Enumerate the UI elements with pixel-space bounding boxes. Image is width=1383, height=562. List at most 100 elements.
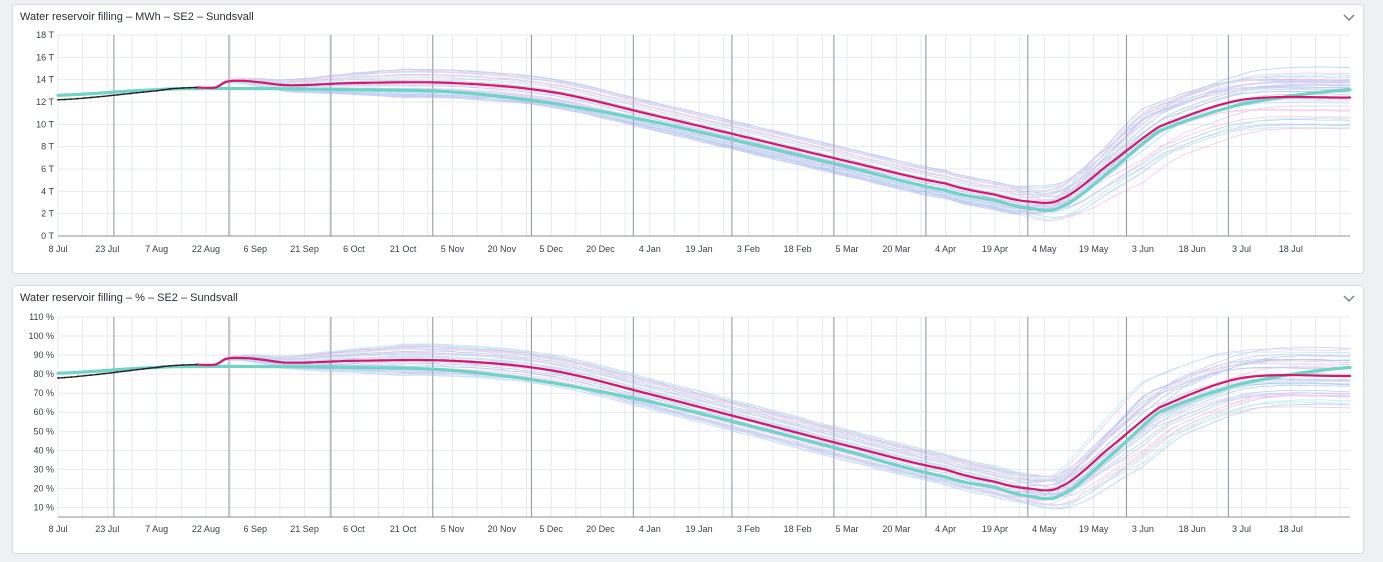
- actual-point: [109, 94, 112, 97]
- actual-point: [175, 364, 178, 367]
- x-tick-label: 5 Dec: [539, 524, 563, 534]
- scenario-line: [205, 359, 1351, 510]
- actual-point: [76, 375, 79, 378]
- x-tick-label: 20 Nov: [488, 244, 517, 254]
- x-tick-label: 3 Jun: [1132, 524, 1154, 534]
- actual-point: [57, 98, 59, 101]
- actual-point: [182, 87, 184, 89]
- actual-point: [162, 88, 165, 91]
- y-tick-label: 100 %: [28, 331, 54, 341]
- x-tick-label: 3 Jun: [1132, 244, 1154, 254]
- chevron-down-icon[interactable]: [1341, 9, 1357, 25]
- x-tick-label: 6 Oct: [343, 244, 365, 254]
- actual-point: [195, 86, 197, 89]
- actual-point: [83, 374, 86, 377]
- x-tick-label: 4 Apr: [935, 244, 956, 254]
- actual-point: [103, 95, 105, 98]
- x-tick-label: 20 Mar: [882, 244, 910, 254]
- forecast-line: [195, 79, 1352, 204]
- actual-point: [103, 372, 105, 375]
- x-tick-label: 19 Jan: [686, 524, 713, 534]
- x-tick-label: 21 Oct: [390, 244, 417, 254]
- scenario-line: [205, 82, 1350, 215]
- panel-mwh: Water reservoir filling – MWh – SE2 – Su…: [12, 4, 1364, 274]
- x-tick-label: 7 Aug: [145, 524, 168, 534]
- x-tick-label: 5 Dec: [539, 244, 563, 254]
- actual-point: [188, 363, 191, 366]
- grid: [57, 316, 1350, 517]
- scenario-line: [205, 346, 1351, 490]
- actual-point: [83, 97, 86, 99]
- panel-title: Water reservoir filling – % – SE2 – Sund…: [20, 292, 238, 304]
- reservoir-mwh-chart: 0 T 2 T 4 T 6 T 8 T 10 T 12 T 14 T 16 T 18 T 8 Jul…: [36, 30, 1352, 254]
- x-tick-label: 8 Jul: [48, 244, 67, 254]
- reservoir-percent-chart: 10 % 20 % 30 % 40 % 50 % 60 % 70 % 80 % 90 % 100 …: [28, 312, 1352, 534]
- x-tick-label: 5 Mar: [835, 244, 858, 254]
- scenario-line: [205, 80, 1351, 206]
- x-tick-label: 23 Jul: [95, 524, 119, 534]
- y-tick-label: 90 %: [33, 350, 54, 360]
- actual-point: [188, 86, 191, 89]
- x-tick-label: 3 Jul: [1232, 244, 1251, 254]
- scenario-line: [205, 343, 1351, 482]
- x-tick-label: 4 May: [1032, 524, 1057, 534]
- x-tick-label: 7 Aug: [145, 244, 168, 254]
- actual-point: [155, 366, 158, 369]
- actual-point: [155, 89, 158, 92]
- scenario-line: [205, 82, 1351, 220]
- x-tick-label: 5 Nov: [441, 244, 465, 254]
- actual-point: [63, 376, 66, 379]
- y-tick-label: 14 T: [36, 75, 54, 85]
- y-tick-label: 6 T: [41, 164, 54, 174]
- y-tick-label: 60 %: [33, 407, 54, 417]
- scenario-line: [205, 68, 1350, 192]
- scenario-line: [205, 73, 1351, 197]
- x-tick-label: 19 Jan: [686, 244, 713, 254]
- scenario-line: [205, 345, 1351, 477]
- x-tick-label: 18 Jul: [1279, 524, 1303, 534]
- x-tick-label: 5 Mar: [835, 524, 858, 534]
- y-tick-label: 110 %: [29, 312, 54, 322]
- normal-mean-line: [56, 364, 1352, 501]
- actual-point: [63, 98, 66, 101]
- scenario-line: [205, 79, 1351, 210]
- scenario-line: [205, 68, 1351, 189]
- y-tick-label: 20 %: [33, 483, 54, 493]
- x-tick-label: 18 Jun: [1179, 244, 1206, 254]
- x-tick-label: 18 Feb: [784, 524, 812, 534]
- x-tick-label: 20 Dec: [586, 524, 615, 534]
- y-tick-label: 70 %: [33, 388, 54, 398]
- x-tick-label: 19 May: [1079, 244, 1109, 254]
- actual-point: [89, 96, 92, 99]
- x-tick-label: 20 Mar: [882, 524, 910, 534]
- scenario-line: [205, 358, 1351, 497]
- y-tick-label: 16 T: [36, 52, 54, 62]
- scenario-line: [205, 344, 1351, 478]
- scenario-line: [205, 352, 1350, 487]
- x-tick-label: 21 Sep: [290, 524, 319, 534]
- actual-point: [149, 90, 151, 93]
- y-tick-label: 10 %: [33, 502, 54, 512]
- forecast-line: [195, 356, 1352, 492]
- scenario-line: [205, 359, 1350, 506]
- x-tick-label: 22 Aug: [192, 524, 220, 534]
- actual-point: [162, 365, 165, 368]
- actual-point: [195, 363, 197, 366]
- x-tick-label: 4 Jan: [639, 244, 661, 254]
- actual-point: [122, 93, 125, 96]
- scenario-line: [205, 74, 1351, 195]
- actual-point: [96, 96, 99, 98]
- actual-point: [70, 376, 73, 378]
- y-tick-label: 4 T: [41, 186, 54, 196]
- actual-point: [89, 374, 92, 376]
- y-tick-label: 40 %: [33, 445, 54, 455]
- y-tick-label: 2 T: [41, 209, 54, 219]
- actual-point: [116, 371, 119, 373]
- x-tick-label: 8 Jul: [48, 524, 67, 534]
- x-tick-label: 19 May: [1079, 524, 1109, 534]
- x-tick-label: 22 Aug: [192, 244, 220, 254]
- actual-point: [122, 370, 125, 373]
- scenario-line: [205, 348, 1351, 478]
- chevron-down-icon[interactable]: [1341, 290, 1357, 306]
- x-tick-label: 18 Jul: [1279, 244, 1303, 254]
